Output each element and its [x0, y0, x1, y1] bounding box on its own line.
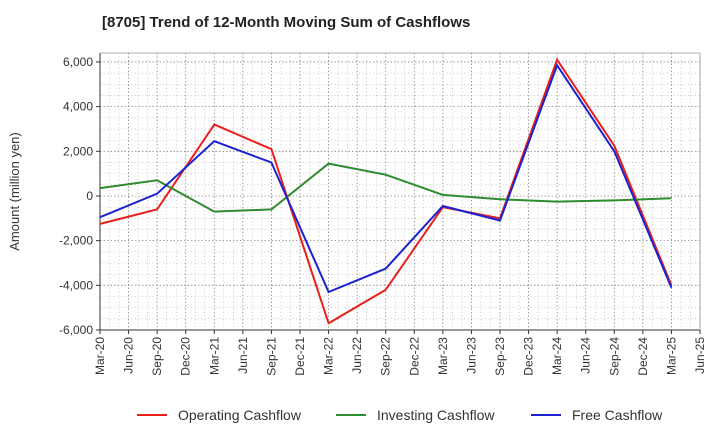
x-tick-label: Jun-21 — [236, 337, 250, 374]
x-tick-label: Jun-23 — [464, 337, 478, 374]
series-lines — [99, 57, 673, 325]
legend: Operating Cashflow Investing Cashflow Free… — [137, 407, 663, 423]
x-tick-label: Mar-23 — [436, 337, 450, 375]
x-tick-label: Mar-24 — [550, 337, 564, 375]
x-tick-label: Dec-23 — [522, 337, 536, 376]
free-cashflow-legend-label: Free Cashflow — [572, 407, 663, 423]
y-tick-label: -4,000 — [59, 278, 93, 292]
x-tick-label: Sep-20 — [150, 337, 164, 376]
x-tick-label: Sep-22 — [379, 337, 393, 376]
investing-cashflow-legend-label: Investing Cashflow — [377, 407, 495, 423]
grid — [99, 53, 701, 331]
axes: 6,000 4,000 2,000 0 -2,000 -4,000 -6,000Mar-20… — [7, 52, 707, 376]
x-tick-label: Dec-21 — [293, 337, 307, 376]
x-tick-label: Dec-22 — [407, 337, 421, 376]
x-tick-label: Mar-25 — [664, 337, 678, 375]
y-tick-label: -6,000 — [59, 323, 93, 337]
plot-area — [100, 53, 700, 330]
x-tick-label: Jun-20 — [122, 337, 136, 374]
y-tick-label: 4,000 — [63, 100, 93, 114]
x-tick-label: Sep-21 — [264, 337, 278, 376]
y-axis-title: Amount (million yen) — [7, 132, 22, 251]
y-tick-label: 2,000 — [63, 144, 93, 158]
investing-cashflow-line — [99, 162, 672, 213]
y-tick-label: -2,000 — [59, 234, 93, 248]
x-tick-label: Sep-24 — [607, 337, 621, 376]
x-tick-label: Sep-23 — [493, 337, 507, 376]
x-tick-label: Jun-22 — [350, 337, 364, 374]
chart-title: [8705] Trend of 12-Month Moving Sum of C… — [102, 14, 471, 31]
x-tick-label: Mar-21 — [207, 337, 221, 375]
x-tick-label: Mar-22 — [322, 337, 336, 375]
x-tick-label: Mar-20 — [93, 337, 107, 375]
x-tick-label: Jun-24 — [579, 337, 593, 374]
x-tick-label: Dec-24 — [636, 337, 650, 376]
x-tick-label: Jun-25 — [693, 337, 707, 374]
free-cashflow-line — [99, 63, 673, 294]
operating-cashflow-line — [99, 57, 673, 325]
y-tick-label: 6,000 — [63, 55, 93, 69]
operating-cashflow-legend-label: Operating Cashflow — [178, 407, 302, 423]
y-tick-label: 0 — [86, 189, 93, 203]
x-tick-label: Dec-20 — [179, 337, 193, 376]
